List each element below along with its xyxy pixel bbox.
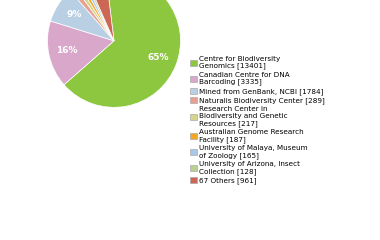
Legend: Centre for Biodiversity
Genomics [13401], Canadian Centre for DNA
Barcoding [333: Centre for Biodiversity Genomics [13401]… (190, 56, 325, 184)
Wedge shape (87, 0, 114, 41)
Wedge shape (82, 0, 114, 41)
Text: 16%: 16% (56, 46, 78, 55)
Wedge shape (78, 0, 114, 41)
Wedge shape (70, 0, 114, 41)
Wedge shape (85, 0, 114, 41)
Wedge shape (64, 0, 180, 107)
Text: 65%: 65% (148, 53, 169, 62)
Wedge shape (75, 0, 114, 41)
Wedge shape (51, 0, 114, 41)
Text: 9%: 9% (66, 10, 82, 19)
Wedge shape (48, 21, 114, 85)
